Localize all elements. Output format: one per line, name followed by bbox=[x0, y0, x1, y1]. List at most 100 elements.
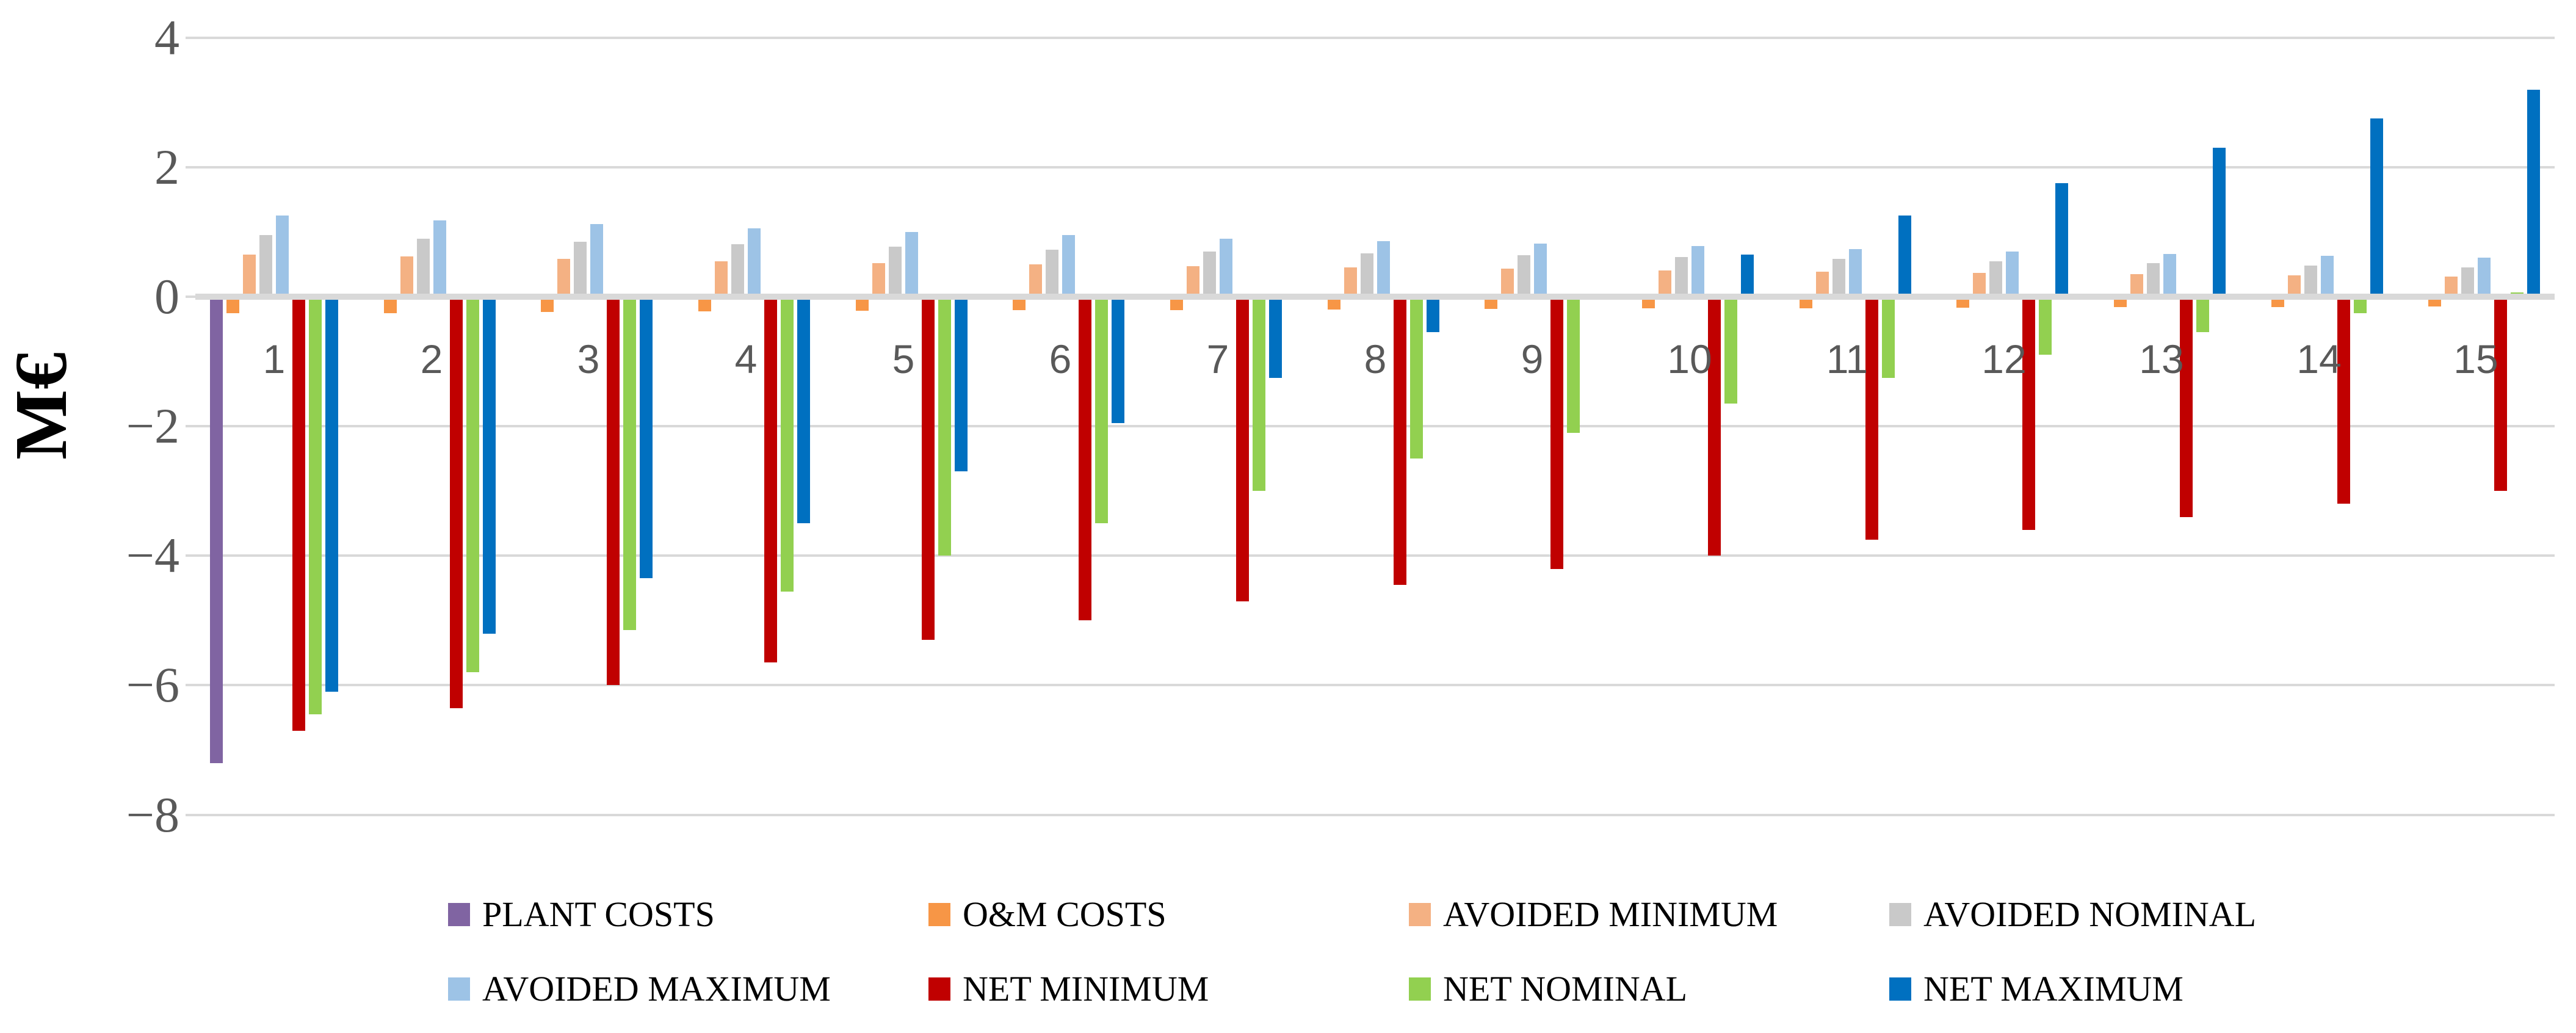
legend-swatch-plant-costs bbox=[448, 903, 470, 926]
y-axis-tick-mark bbox=[186, 295, 195, 298]
bar-avoided-maximum-cat10 bbox=[1691, 246, 1704, 297]
bar-net-minimum-cat9 bbox=[1550, 297, 1563, 569]
bar-avoided-nominal-cat12 bbox=[1989, 261, 2002, 297]
legend-label-plant-costs: PLANT COSTS bbox=[482, 894, 715, 934]
y-axis-tick-mark bbox=[186, 425, 195, 428]
bar-net-nominal-cat14 bbox=[2354, 297, 2367, 313]
x-category-label-1: 1 bbox=[262, 336, 286, 382]
legend-item-o-m-costs: O&M COSTS bbox=[928, 896, 1167, 933]
y-tick-label--4: −4 bbox=[126, 527, 179, 584]
bar-avoided-nominal-cat2 bbox=[417, 238, 430, 297]
x-category-label-10: 10 bbox=[1667, 336, 1712, 382]
bar-avoided-maximum-cat2 bbox=[433, 220, 446, 297]
bar-avoided-maximum-cat7 bbox=[1220, 238, 1232, 297]
bar-avoided-nominal-cat11 bbox=[1833, 259, 1845, 297]
y-tick-label--2: −2 bbox=[126, 398, 179, 454]
x-category-label-9: 9 bbox=[1521, 336, 1544, 382]
y-axis-tick-mark bbox=[186, 165, 195, 169]
bar-net-maximum-cat1 bbox=[325, 297, 338, 692]
y-tick-label--6: −6 bbox=[126, 657, 179, 713]
bar-avoided-minimum-cat12 bbox=[1973, 272, 1986, 297]
legend-label-o-m-costs: O&M COSTS bbox=[963, 894, 1167, 934]
bar-avoided-nominal-cat1 bbox=[259, 235, 272, 297]
bar-avoided-nominal-cat3 bbox=[574, 241, 587, 297]
legend-swatch-net-maximum bbox=[1889, 977, 1911, 1001]
bar-net-nominal-cat9 bbox=[1567, 297, 1580, 433]
x-category-label-6: 6 bbox=[1049, 336, 1072, 382]
bar-avoided-minimum-cat11 bbox=[1816, 271, 1829, 297]
x-category-label-4: 4 bbox=[734, 336, 758, 382]
x-category-label-7: 7 bbox=[1206, 336, 1229, 382]
x-category-label-15: 15 bbox=[2453, 336, 2498, 382]
bar-avoided-nominal-cat4 bbox=[731, 244, 744, 297]
bar-plant-costs-cat1 bbox=[210, 297, 223, 763]
y-tick-label-4: 4 bbox=[154, 9, 179, 65]
bar-net-maximum-cat10 bbox=[1741, 255, 1754, 297]
bar-net-maximum-cat2 bbox=[483, 297, 496, 634]
x-category-label-14: 14 bbox=[2296, 336, 2342, 382]
bar-avoided-maximum-cat4 bbox=[748, 228, 761, 297]
legend-swatch-avoided-nominal bbox=[1889, 903, 1911, 926]
bar-net-minimum-cat5 bbox=[922, 297, 935, 640]
gridline-y2 bbox=[195, 165, 2555, 169]
bar-net-minimum-cat3 bbox=[607, 297, 620, 686]
bar-net-minimum-cat6 bbox=[1079, 297, 1091, 621]
bar-avoided-nominal-cat13 bbox=[2147, 263, 2160, 297]
bar-net-maximum-cat5 bbox=[955, 297, 968, 472]
x-category-label-13: 13 bbox=[2139, 336, 2184, 382]
bar-avoided-nominal-cat8 bbox=[1361, 253, 1373, 297]
bar-o-m-costs-cat4 bbox=[698, 297, 711, 312]
bar-avoided-nominal-cat14 bbox=[2304, 266, 2317, 297]
legend-item-net-nominal: NET NOMINAL bbox=[1409, 971, 1687, 1007]
legend-swatch-o-m-costs bbox=[928, 903, 950, 926]
bar-avoided-minimum-cat3 bbox=[557, 259, 570, 297]
bar-net-minimum-cat15 bbox=[2494, 297, 2507, 491]
gridline-y-8 bbox=[195, 813, 2555, 816]
bar-net-nominal-cat4 bbox=[781, 297, 794, 592]
legend-label-avoided-maximum: AVOIDED MAXIMUM bbox=[482, 969, 831, 1009]
bar-net-nominal-cat7 bbox=[1253, 297, 1265, 491]
bar-net-nominal-cat3 bbox=[623, 297, 636, 631]
bar-net-minimum-cat14 bbox=[2337, 297, 2350, 504]
bar-avoided-minimum-cat13 bbox=[2130, 274, 2143, 297]
bar-net-nominal-cat2 bbox=[466, 297, 479, 673]
bar-net-nominal-cat6 bbox=[1095, 297, 1108, 524]
y-axis-tick-mark bbox=[186, 554, 195, 557]
bar-avoided-minimum-cat7 bbox=[1187, 266, 1199, 297]
bar-net-minimum-cat1 bbox=[292, 297, 305, 731]
bar-net-minimum-cat13 bbox=[2180, 297, 2193, 517]
bar-avoided-nominal-cat6 bbox=[1046, 249, 1058, 297]
legend-item-plant-costs: PLANT COSTS bbox=[448, 896, 715, 933]
bar-net-nominal-cat13 bbox=[2196, 297, 2209, 333]
bar-avoided-maximum-cat6 bbox=[1062, 235, 1075, 297]
bar-avoided-minimum-cat14 bbox=[2288, 275, 2301, 297]
bar-net-minimum-cat4 bbox=[764, 297, 777, 663]
bar-avoided-nominal-cat10 bbox=[1675, 257, 1688, 297]
bar-net-maximum-cat3 bbox=[640, 297, 653, 579]
bar-avoided-maximum-cat13 bbox=[2163, 253, 2176, 297]
bar-net-maximum-cat14 bbox=[2370, 118, 2383, 297]
legend-label-net-maximum: NET MAXIMUM bbox=[1923, 969, 2183, 1009]
bar-avoided-minimum-cat9 bbox=[1501, 269, 1514, 297]
legend-item-avoided-minimum: AVOIDED MINIMUM bbox=[1409, 896, 1778, 933]
y-axis-tick-mark bbox=[186, 36, 195, 39]
gridline-y4 bbox=[195, 36, 2555, 39]
legend-item-avoided-maximum: AVOIDED MAXIMUM bbox=[448, 971, 831, 1007]
y-tick-label-0: 0 bbox=[154, 269, 179, 324]
legend-label-avoided-nominal: AVOIDED NOMINAL bbox=[1923, 894, 2257, 934]
legend-swatch-avoided-maximum bbox=[448, 977, 470, 1001]
y-tick-label-2: 2 bbox=[154, 139, 179, 195]
bar-o-m-costs-cat7 bbox=[1170, 297, 1183, 311]
bar-net-minimum-cat8 bbox=[1394, 297, 1406, 585]
gridline-y-4 bbox=[195, 554, 2555, 557]
bar-avoided-minimum-cat5 bbox=[872, 263, 885, 297]
bar-net-nominal-cat5 bbox=[938, 297, 951, 556]
bar-avoided-minimum-cat4 bbox=[715, 261, 728, 297]
legend-item-avoided-nominal: AVOIDED NOMINAL bbox=[1889, 896, 2256, 933]
bar-avoided-maximum-cat11 bbox=[1849, 248, 1862, 297]
bar-net-maximum-cat7 bbox=[1269, 297, 1282, 378]
bar-avoided-maximum-cat12 bbox=[2006, 251, 2019, 297]
bar-net-maximum-cat13 bbox=[2213, 148, 2226, 297]
legend-item-net-minimum: NET MINIMUM bbox=[928, 971, 1209, 1007]
